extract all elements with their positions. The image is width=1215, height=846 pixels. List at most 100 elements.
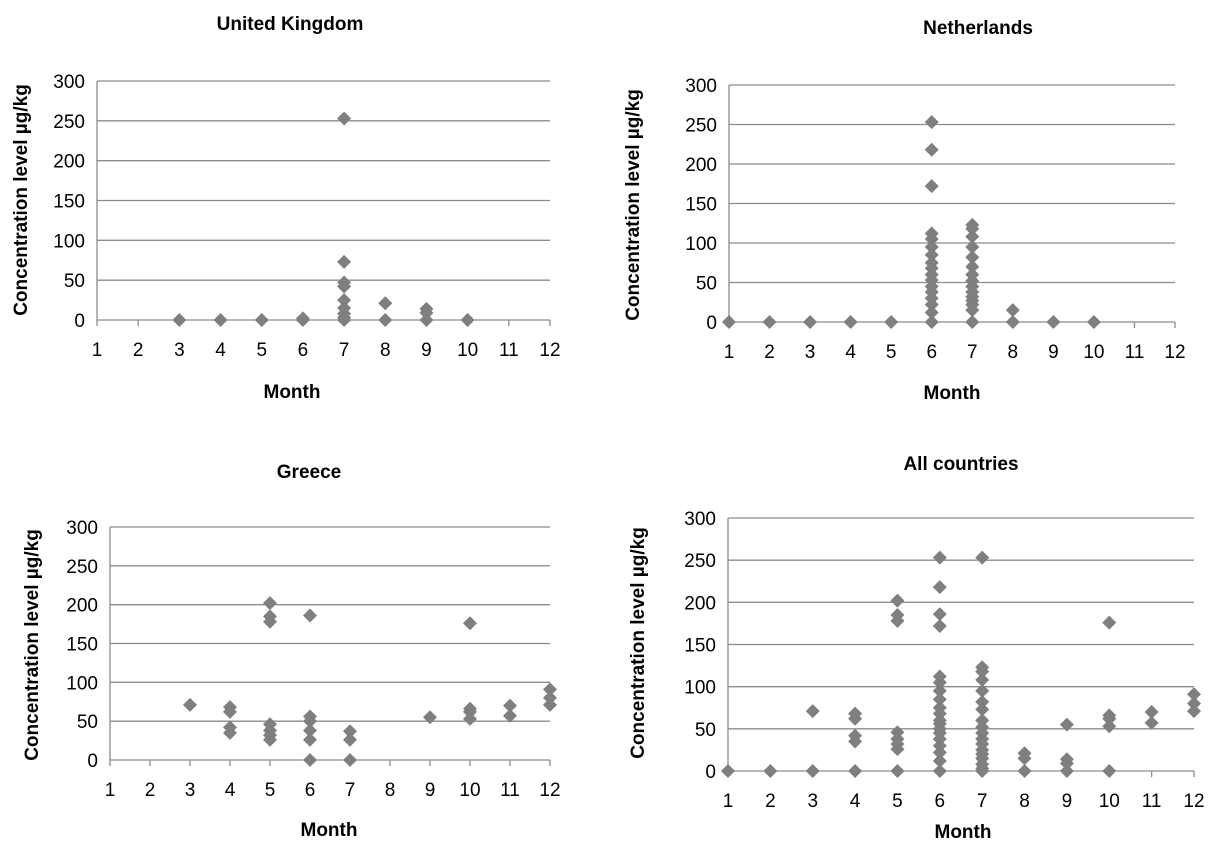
data-point	[975, 694, 990, 709]
data-point	[223, 704, 237, 719]
x-tick-label: 11	[1125, 342, 1145, 363]
x-tick-label: 5	[892, 791, 903, 812]
x-tick-label: 2	[765, 791, 776, 812]
x-tick-label: 4	[215, 340, 226, 361]
data-point	[843, 315, 858, 329]
data-point	[419, 305, 434, 320]
x-axis-title: Month	[924, 383, 981, 404]
data-point	[1102, 719, 1117, 734]
data-point	[213, 313, 228, 327]
data-point	[722, 315, 736, 329]
data-point	[975, 764, 990, 778]
x-tick-label: 10	[459, 780, 480, 801]
data-point	[303, 732, 317, 747]
x-tick-label: 7	[339, 340, 350, 361]
y-tick-label: 150	[53, 192, 85, 213]
data-point	[932, 692, 947, 707]
data-point	[337, 254, 352, 269]
data-point	[932, 745, 947, 760]
x-tick-label: 7	[967, 342, 978, 363]
data-point	[924, 305, 939, 320]
data-point	[1187, 696, 1201, 711]
data-point	[848, 711, 863, 726]
data-point	[337, 111, 352, 126]
data-point	[848, 734, 863, 749]
data-point	[337, 313, 352, 327]
data-point	[1046, 315, 1061, 329]
data-point	[762, 315, 777, 329]
data-point	[932, 753, 947, 768]
data-point	[295, 311, 310, 326]
data-point	[1187, 687, 1201, 702]
x-tick-label: 9	[421, 340, 432, 361]
y-tick-label: 150	[684, 636, 716, 657]
chart-title: United Kingdom	[217, 14, 364, 35]
data-point	[924, 315, 939, 329]
data-point	[1059, 717, 1074, 732]
data-point	[924, 247, 939, 262]
data-point	[805, 704, 820, 719]
data-point	[303, 723, 317, 738]
x-tick-label: 7	[345, 780, 356, 801]
x-tick-label: 4	[845, 342, 856, 363]
chart-title: All countries	[903, 454, 1018, 475]
x-tick-label: 10	[457, 340, 478, 361]
x-tick-label: 12	[539, 340, 560, 361]
data-point	[343, 724, 357, 739]
x-tick-label: 12	[539, 780, 560, 801]
data-point	[924, 115, 939, 130]
data-point	[924, 239, 939, 254]
y-tick-label: 250	[53, 112, 85, 133]
data-point	[890, 593, 905, 608]
data-point	[805, 764, 820, 778]
y-axis-title: Concentration level µg/kg	[11, 84, 32, 316]
y-tick-label: 250	[685, 116, 717, 137]
y-tick-label: 200	[684, 593, 716, 614]
data-point	[965, 303, 980, 318]
data-point	[890, 613, 905, 628]
x-tick-label: 10	[1099, 791, 1120, 812]
data-point	[263, 732, 277, 747]
data-point	[932, 675, 947, 690]
data-point	[975, 550, 990, 565]
x-tick-label: 9	[1062, 791, 1073, 812]
y-tick-label: 0	[706, 313, 717, 334]
y-tick-label: 100	[684, 678, 716, 699]
y-tick-label: 0	[87, 751, 98, 772]
data-point	[932, 618, 947, 633]
x-tick-label: 1	[105, 780, 116, 801]
y-tick-label: 300	[53, 72, 85, 93]
x-tick-label: 12	[1183, 791, 1204, 812]
y-tick-label: 100	[66, 673, 98, 694]
data-point	[503, 698, 517, 713]
data-point	[890, 764, 905, 778]
chart-panel-all-countries: All countries 0 50 100 150 200 250 300 1 2 3 4 5 6 7 8…	[608, 440, 1215, 843]
data-point	[965, 315, 980, 329]
x-tick-label: 3	[805, 342, 816, 363]
x-tick-label: 3	[807, 791, 818, 812]
data-point	[1102, 711, 1117, 726]
x-tick-label: 1	[723, 791, 734, 812]
x-tick-label: 5	[265, 780, 276, 801]
data-point	[924, 179, 939, 194]
y-tick-label: 200	[66, 596, 98, 617]
data-point	[975, 672, 990, 687]
data-point	[932, 764, 947, 778]
x-tick-label: 9	[425, 780, 436, 801]
data-point	[1017, 764, 1032, 778]
data-point	[419, 313, 434, 327]
y-tick-label: 50	[64, 271, 85, 292]
data-point	[172, 313, 187, 327]
data-point	[463, 711, 477, 726]
y-axis-title: Concentration level µg/kg	[628, 527, 649, 759]
data-point	[303, 714, 317, 729]
data-point	[1017, 751, 1032, 766]
y-axis-title: Concentration level µg/kg	[623, 89, 644, 321]
data-point	[463, 616, 477, 631]
x-tick-label: 2	[145, 780, 156, 801]
data-point	[924, 142, 939, 157]
y-tick-label: 50	[695, 720, 716, 741]
y-tick-label: 200	[685, 155, 717, 176]
